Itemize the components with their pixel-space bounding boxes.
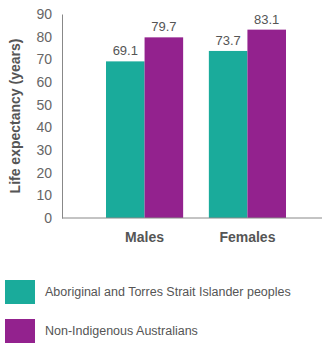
y-tick: 10 (36, 187, 62, 203)
bar (209, 51, 248, 218)
y-tick: 90 (36, 6, 62, 22)
y-tick-label: 10 (36, 187, 52, 203)
y-tick-label: 70 (36, 51, 52, 67)
x-axis: Males Females (62, 218, 322, 245)
y-tick-label: 20 (36, 165, 52, 181)
bars (106, 30, 286, 218)
legend-label: Aboriginal and Torres Strait Islander pe… (45, 285, 291, 299)
x-tick: Females (219, 218, 275, 245)
y-tick: 70 (36, 51, 62, 67)
data-label: 73.7 (215, 33, 240, 48)
legend: Aboriginal and Torres Strait Islander pe… (5, 280, 291, 343)
y-tick: 50 (36, 97, 62, 113)
y-tick-label: 90 (36, 6, 52, 22)
y-tick-label: 30 (36, 142, 52, 158)
data-label: 79.7 (151, 19, 176, 34)
y-tick-label: 60 (36, 74, 52, 90)
y-axis: 0 10 20 30 40 50 60 70 80 90 (36, 6, 62, 226)
y-tick-label: 50 (36, 97, 52, 113)
data-label: 83.1 (254, 12, 279, 27)
chart: 69.1 73.7 79.7 83.1 0 10 20 30 40 50 60 70 80 90 Males… (0, 0, 329, 350)
y-tick: 80 (36, 29, 62, 45)
legend-label: Non-Indigenous Australians (45, 324, 198, 338)
bar (106, 61, 145, 218)
y-axis-title: Life expectancy (years) (7, 39, 23, 194)
legend-swatch (5, 319, 35, 343)
y-tick: 0 (44, 210, 62, 226)
y-axis-line (62, 15, 63, 219)
y-tick: 30 (36, 142, 62, 158)
data-label: 69.1 (113, 43, 138, 58)
y-tick-label: 40 (36, 119, 52, 135)
x-axis-line (62, 218, 322, 219)
x-tick: Males (125, 218, 164, 245)
y-tick-label: 0 (44, 210, 52, 226)
data-labels: 69.1 73.7 79.7 83.1 (113, 12, 280, 59)
y-tick-label: 80 (36, 29, 52, 45)
y-tick: 20 (36, 165, 62, 181)
x-tick-label: Males (125, 229, 164, 245)
y-tick: 40 (36, 119, 62, 135)
x-tick-label: Females (219, 229, 275, 245)
legend-swatch (5, 280, 35, 304)
bar (247, 30, 286, 218)
y-tick: 60 (36, 74, 62, 90)
bar (145, 37, 184, 218)
